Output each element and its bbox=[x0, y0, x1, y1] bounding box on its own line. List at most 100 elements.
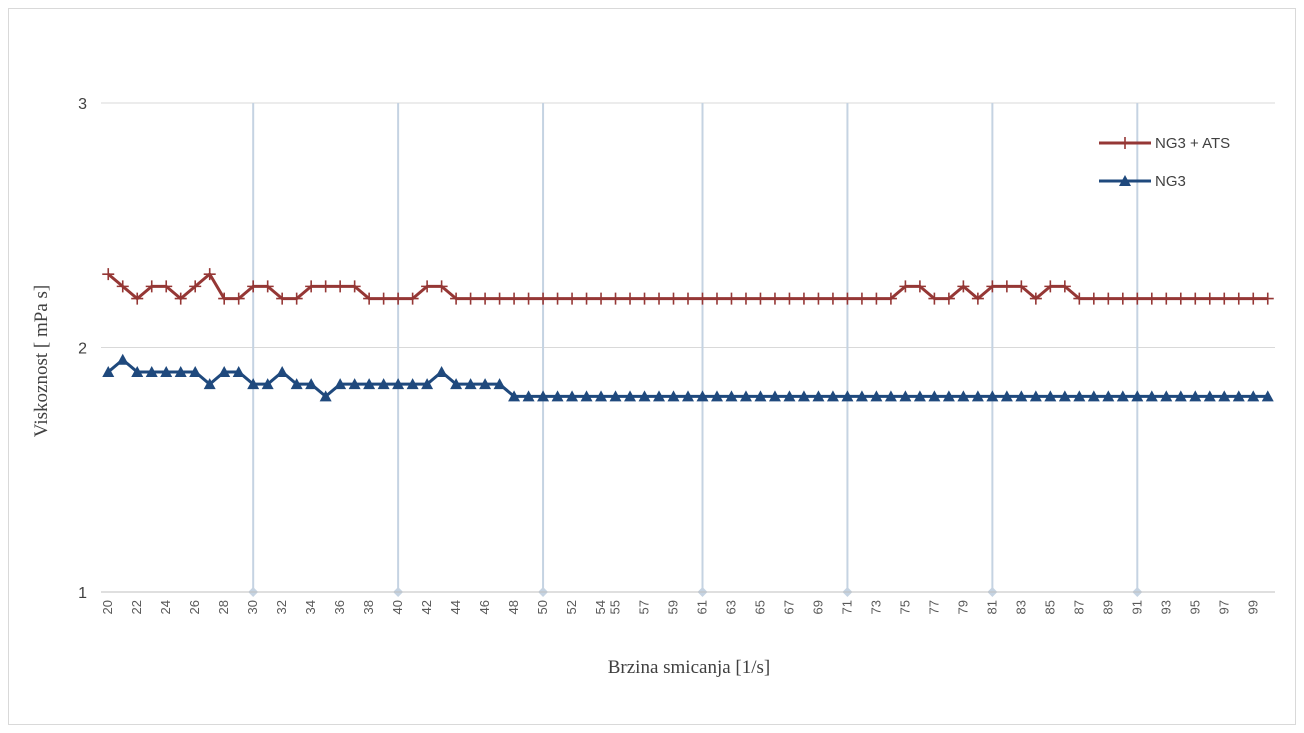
x-tick-label: 89 bbox=[1100, 600, 1115, 614]
x-tick-label: 55 bbox=[608, 600, 623, 614]
x-tick-label: 28 bbox=[216, 600, 231, 614]
data-point bbox=[1087, 292, 1100, 305]
x-tick-label: 34 bbox=[303, 600, 318, 614]
data-point bbox=[290, 292, 303, 305]
data-point bbox=[102, 268, 115, 281]
data-point bbox=[899, 390, 912, 402]
x-tick-label: 63 bbox=[723, 600, 738, 614]
data-point bbox=[595, 292, 608, 305]
legend: NG3 + ATS NG3 bbox=[1099, 135, 1230, 190]
data-point bbox=[884, 390, 897, 402]
data-point bbox=[1073, 390, 1086, 402]
data-point bbox=[276, 365, 289, 377]
data-point bbox=[971, 390, 984, 402]
data-point bbox=[942, 390, 955, 402]
data-point bbox=[725, 292, 738, 305]
data-point bbox=[450, 292, 463, 305]
data-point bbox=[377, 378, 390, 390]
data-point bbox=[334, 378, 347, 390]
y-tick-label: 1 bbox=[78, 585, 87, 602]
data-point bbox=[710, 390, 723, 402]
data-point bbox=[261, 378, 274, 390]
x-tick-label: 95 bbox=[1187, 600, 1202, 614]
data-point bbox=[348, 280, 361, 293]
x-tick-label: 20 bbox=[100, 600, 115, 614]
data-point bbox=[1145, 292, 1158, 305]
y-axis-title: Viskoznost [ mPa s] bbox=[31, 285, 52, 437]
x-tick-label: 65 bbox=[752, 600, 767, 614]
data-point bbox=[450, 378, 463, 390]
drop-lines bbox=[248, 103, 1143, 597]
data-point bbox=[1203, 292, 1216, 305]
data-point bbox=[551, 292, 564, 305]
data-point bbox=[1015, 280, 1028, 293]
data-point bbox=[392, 292, 405, 305]
data-point bbox=[406, 378, 419, 390]
data-point bbox=[1116, 292, 1129, 305]
x-tick-label: 69 bbox=[810, 600, 825, 614]
x-tick-label: 81 bbox=[984, 600, 999, 614]
data-point bbox=[696, 390, 709, 402]
x-tick-label: 97 bbox=[1216, 600, 1231, 614]
data-point bbox=[551, 390, 564, 402]
data-point bbox=[841, 390, 854, 402]
data-point bbox=[290, 378, 303, 390]
data-point bbox=[739, 292, 752, 305]
data-point bbox=[638, 390, 651, 402]
data-point bbox=[363, 378, 376, 390]
data-point bbox=[928, 292, 941, 305]
x-tick-label: 30 bbox=[245, 600, 260, 614]
data-point bbox=[725, 390, 738, 402]
data-point bbox=[754, 390, 767, 402]
data-point bbox=[537, 390, 550, 402]
data-point bbox=[580, 292, 593, 305]
data-point bbox=[913, 280, 926, 293]
data-point bbox=[957, 390, 970, 402]
data-point bbox=[435, 280, 448, 293]
data-point bbox=[406, 292, 419, 305]
data-point bbox=[580, 390, 593, 402]
data-point bbox=[986, 280, 999, 293]
data-point bbox=[522, 390, 535, 402]
data-point bbox=[1218, 292, 1231, 305]
data-point bbox=[1131, 390, 1144, 402]
legend-marker bbox=[1119, 175, 1131, 186]
x-tick-label: 48 bbox=[506, 600, 521, 614]
data-point bbox=[1087, 390, 1100, 402]
data-point bbox=[232, 292, 245, 305]
data-point bbox=[710, 292, 723, 305]
x-tick-label: 46 bbox=[477, 600, 492, 614]
data-point bbox=[1000, 280, 1013, 293]
data-point bbox=[131, 292, 144, 305]
x-tick-label: 79 bbox=[955, 600, 970, 614]
data-point bbox=[783, 390, 796, 402]
data-point bbox=[667, 292, 680, 305]
data-point bbox=[218, 365, 231, 377]
legend-marker bbox=[1119, 137, 1131, 149]
x-tick-label: 22 bbox=[129, 600, 144, 614]
data-point bbox=[870, 390, 883, 402]
data-point bbox=[928, 390, 941, 402]
data-point bbox=[493, 292, 506, 305]
data-point bbox=[1116, 390, 1129, 402]
x-axis-title: Brzina smicanja [1/s] bbox=[608, 657, 771, 678]
x-tick-label: 87 bbox=[1071, 600, 1086, 614]
series-ng3-ats bbox=[102, 268, 1274, 305]
x-tick-label: 52 bbox=[564, 600, 579, 614]
data-point bbox=[841, 292, 854, 305]
data-point bbox=[1044, 280, 1057, 293]
data-point bbox=[1247, 292, 1260, 305]
data-point bbox=[957, 280, 970, 293]
gridlines bbox=[101, 102, 1275, 348]
data-point bbox=[1044, 390, 1057, 402]
data-point bbox=[174, 292, 187, 305]
data-point bbox=[392, 378, 405, 390]
data-point bbox=[102, 365, 115, 377]
data-point bbox=[1261, 390, 1274, 402]
data-point bbox=[1261, 292, 1274, 305]
data-point bbox=[1073, 292, 1086, 305]
data-point bbox=[696, 292, 709, 305]
data-point bbox=[160, 365, 173, 377]
x-tick-label: 50 bbox=[535, 600, 550, 614]
data-point bbox=[595, 390, 608, 402]
